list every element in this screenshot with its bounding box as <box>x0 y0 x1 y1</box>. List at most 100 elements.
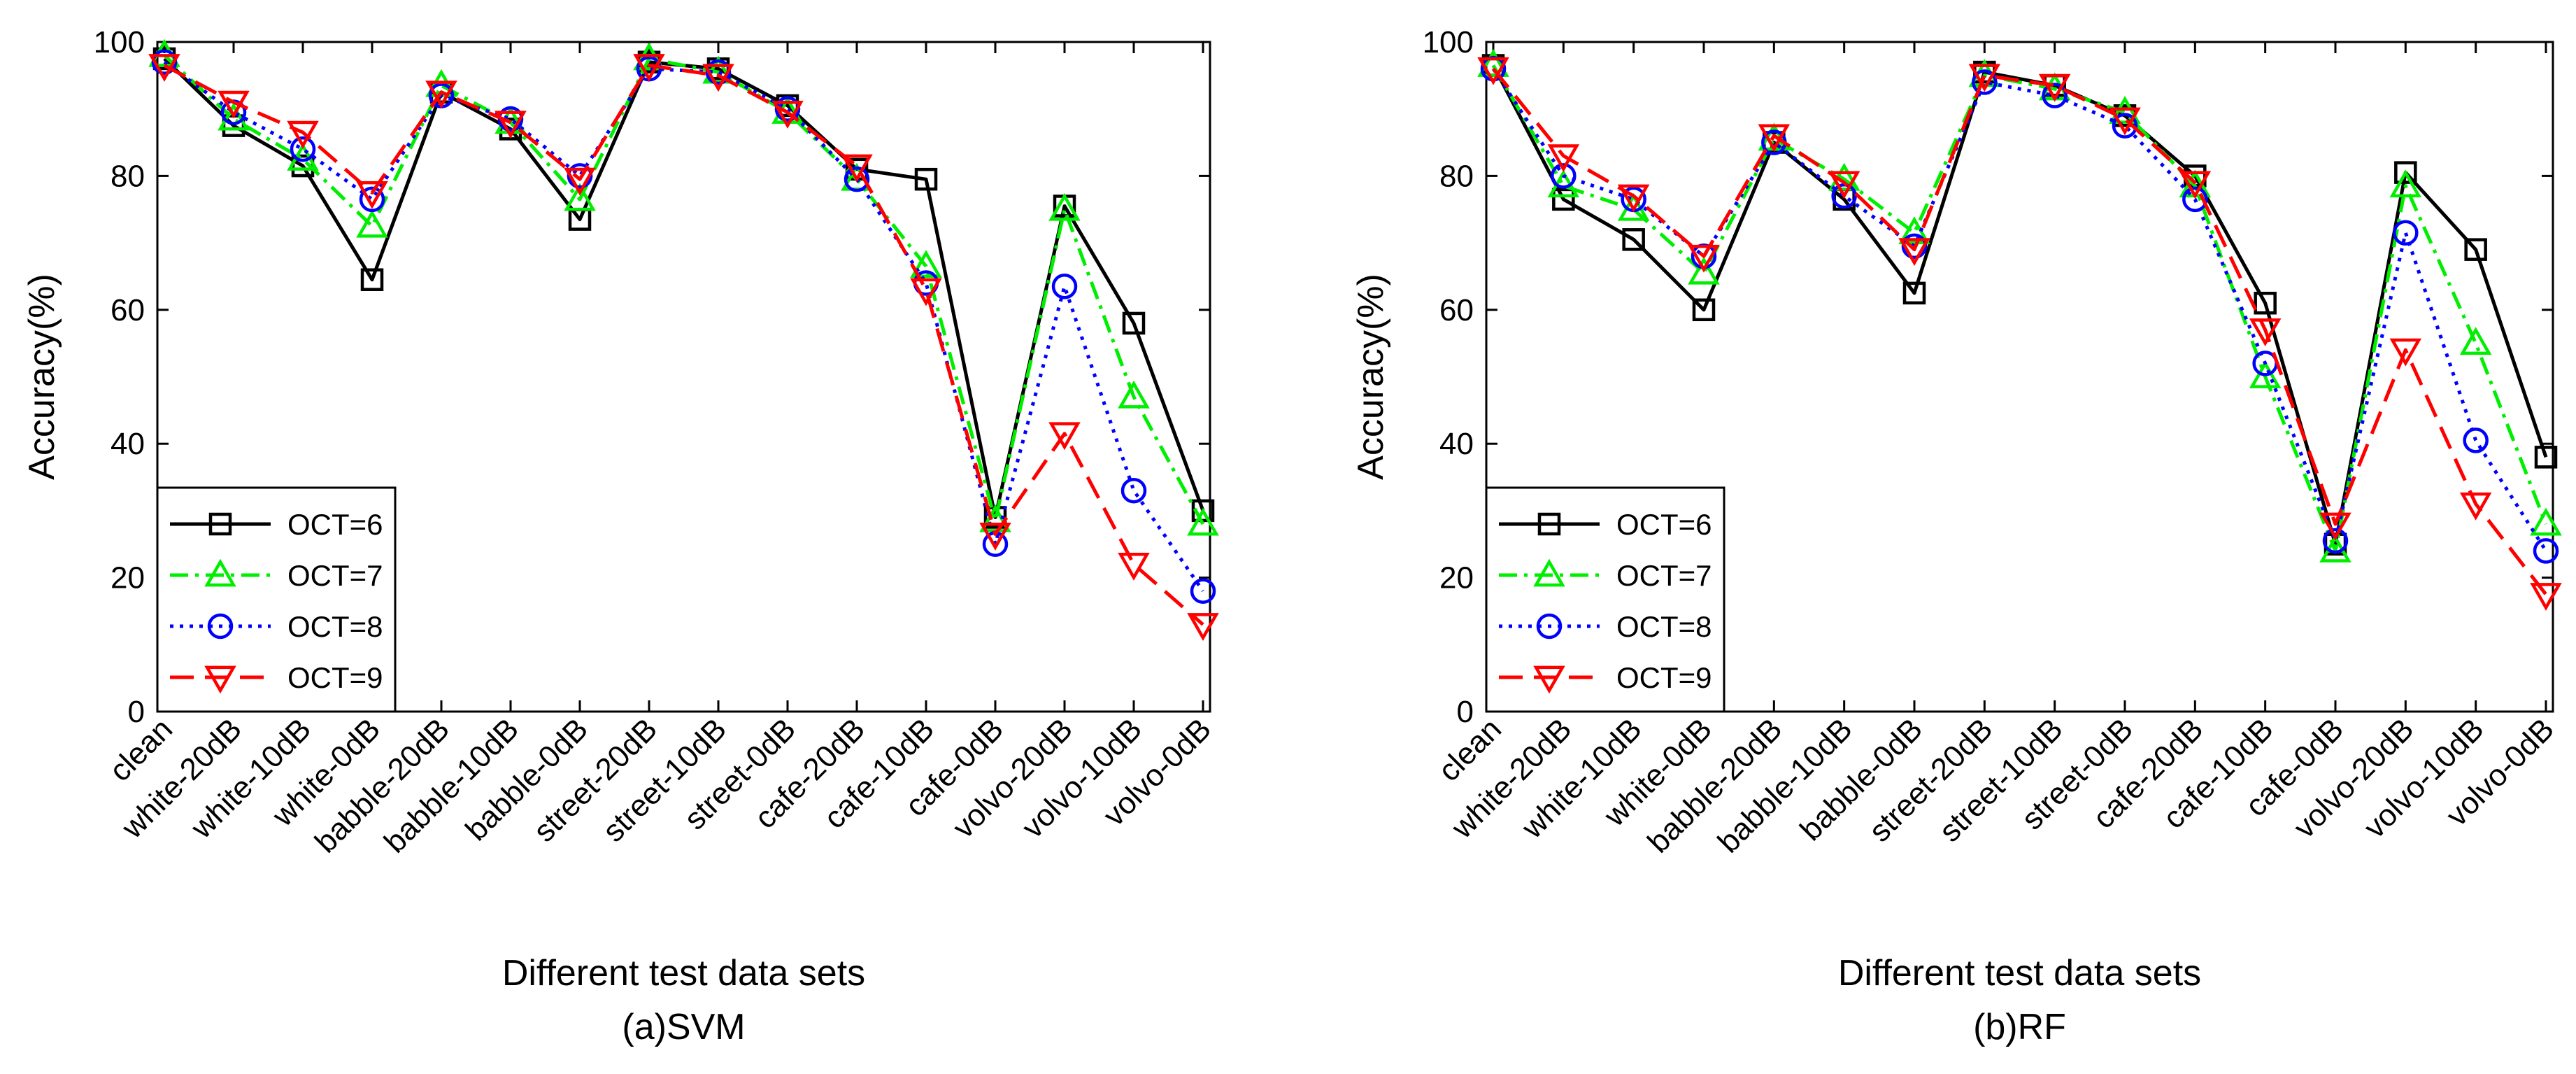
y-tick-label: 100 <box>1423 25 1474 59</box>
data-point <box>2182 186 2208 213</box>
data-point <box>564 183 596 211</box>
data-point <box>1187 507 1219 536</box>
data-point <box>356 209 388 238</box>
data-point <box>979 522 1011 551</box>
data-point <box>1551 163 1577 189</box>
chart-caption: (b)RF <box>1973 1007 2066 1047</box>
data-point <box>2533 538 2559 564</box>
legend-label: OCT=7 <box>287 559 383 592</box>
series-line <box>163 54 1205 525</box>
data-point <box>633 54 665 82</box>
legend: OCT=6 OCT=7 OCT=8 OCT=9 <box>156 486 397 713</box>
data-point <box>494 111 527 139</box>
data-point <box>1968 64 2001 92</box>
data-point <box>1048 192 1081 221</box>
data-point <box>2530 583 2562 611</box>
data-point <box>2322 528 2349 554</box>
series-oct-7 <box>148 38 1219 536</box>
data-point <box>2109 107 2141 136</box>
data-point <box>2254 291 2277 315</box>
data-point <box>844 166 870 192</box>
svm-chart-panel: 020406080100cleanwhite-20dBwhite-10dBwhi… <box>22 25 1219 1047</box>
legend-label: OCT=7 <box>1616 559 1712 592</box>
data-point <box>1048 422 1081 451</box>
y-tick-label: 40 <box>111 427 145 461</box>
plot-area <box>1485 41 2554 713</box>
data-point <box>359 186 385 213</box>
data-point <box>1688 244 1720 273</box>
series-line <box>163 63 1204 626</box>
data-point <box>1552 188 1575 211</box>
series-oct-9 <box>1477 57 2562 611</box>
data-point <box>2459 327 2492 355</box>
data-point <box>1758 124 1791 153</box>
data-point <box>702 64 734 92</box>
legend-label: OCT=8 <box>287 610 383 643</box>
data-point <box>910 250 942 278</box>
data-point <box>1477 49 1509 77</box>
data-point <box>2179 171 2212 199</box>
legend-marker <box>204 665 236 694</box>
data-point <box>1622 228 1645 251</box>
series-oct-7 <box>1477 49 2562 563</box>
data-point <box>771 101 804 129</box>
data-point <box>1688 256 1720 285</box>
series-oct-8 <box>1480 56 2559 564</box>
data-point <box>1828 171 1860 199</box>
y-tick-label: 40 <box>1439 427 1474 461</box>
data-point <box>1187 613 1219 642</box>
data-point <box>1547 144 1580 173</box>
data-point <box>2389 169 2422 198</box>
data-point <box>2464 238 2487 261</box>
y-axis-label: Accuracy(%) <box>1351 274 1391 480</box>
rf-chart-panel: 020406080100cleanwhite-20dBwhite-10dBwhi… <box>1351 25 2562 1047</box>
y-axis-label: Accuracy(%) <box>22 274 62 480</box>
data-point <box>2463 428 2489 453</box>
data-point <box>2394 161 2417 184</box>
y-tick-label: 20 <box>1439 561 1474 595</box>
data-point <box>2249 360 2282 388</box>
legend-marker <box>1536 613 1563 640</box>
legend-marker <box>207 613 234 640</box>
data-point <box>218 102 250 131</box>
data-point <box>2319 512 2351 541</box>
data-point <box>287 120 319 149</box>
legend-label: OCT=8 <box>1616 610 1712 643</box>
data-point <box>1898 238 1930 267</box>
data-point <box>148 54 180 82</box>
data-point <box>1617 184 1650 213</box>
data-point <box>564 167 596 196</box>
chart-caption: (a)SVM <box>622 1007 745 1047</box>
data-point <box>1118 380 1150 409</box>
data-point <box>2393 220 2419 246</box>
data-point <box>218 90 250 119</box>
data-point <box>2042 83 2068 108</box>
data-point <box>910 278 942 306</box>
legend: OCT=6 OCT=7 OCT=8 OCT=9 <box>1485 486 1725 713</box>
data-point <box>356 181 388 209</box>
y-tick-label: 20 <box>111 561 145 595</box>
y-tick-label: 60 <box>1439 293 1474 327</box>
series-oct-9 <box>148 54 1219 642</box>
data-point <box>1972 69 1998 95</box>
legend-marker <box>1533 558 1565 587</box>
legend-marker <box>208 512 232 536</box>
data-point <box>2249 318 2282 346</box>
data-point <box>1120 477 1147 504</box>
legend-label: OCT=9 <box>287 661 383 694</box>
data-point <box>1190 578 1216 604</box>
series-line <box>163 57 1205 519</box>
data-point <box>2530 507 2562 536</box>
data-point <box>1051 274 1078 299</box>
plot-area <box>156 41 1211 713</box>
series-oct-6 <box>1481 54 2558 556</box>
data-point <box>1902 281 1926 305</box>
series-line <box>1491 64 2548 546</box>
data-point <box>2459 492 2492 521</box>
data-point <box>2534 446 2558 469</box>
legend-marker <box>1533 665 1565 694</box>
y-tick-label: 0 <box>1457 695 1474 729</box>
series-line <box>1491 64 2548 553</box>
legend-marker <box>1537 512 1561 536</box>
